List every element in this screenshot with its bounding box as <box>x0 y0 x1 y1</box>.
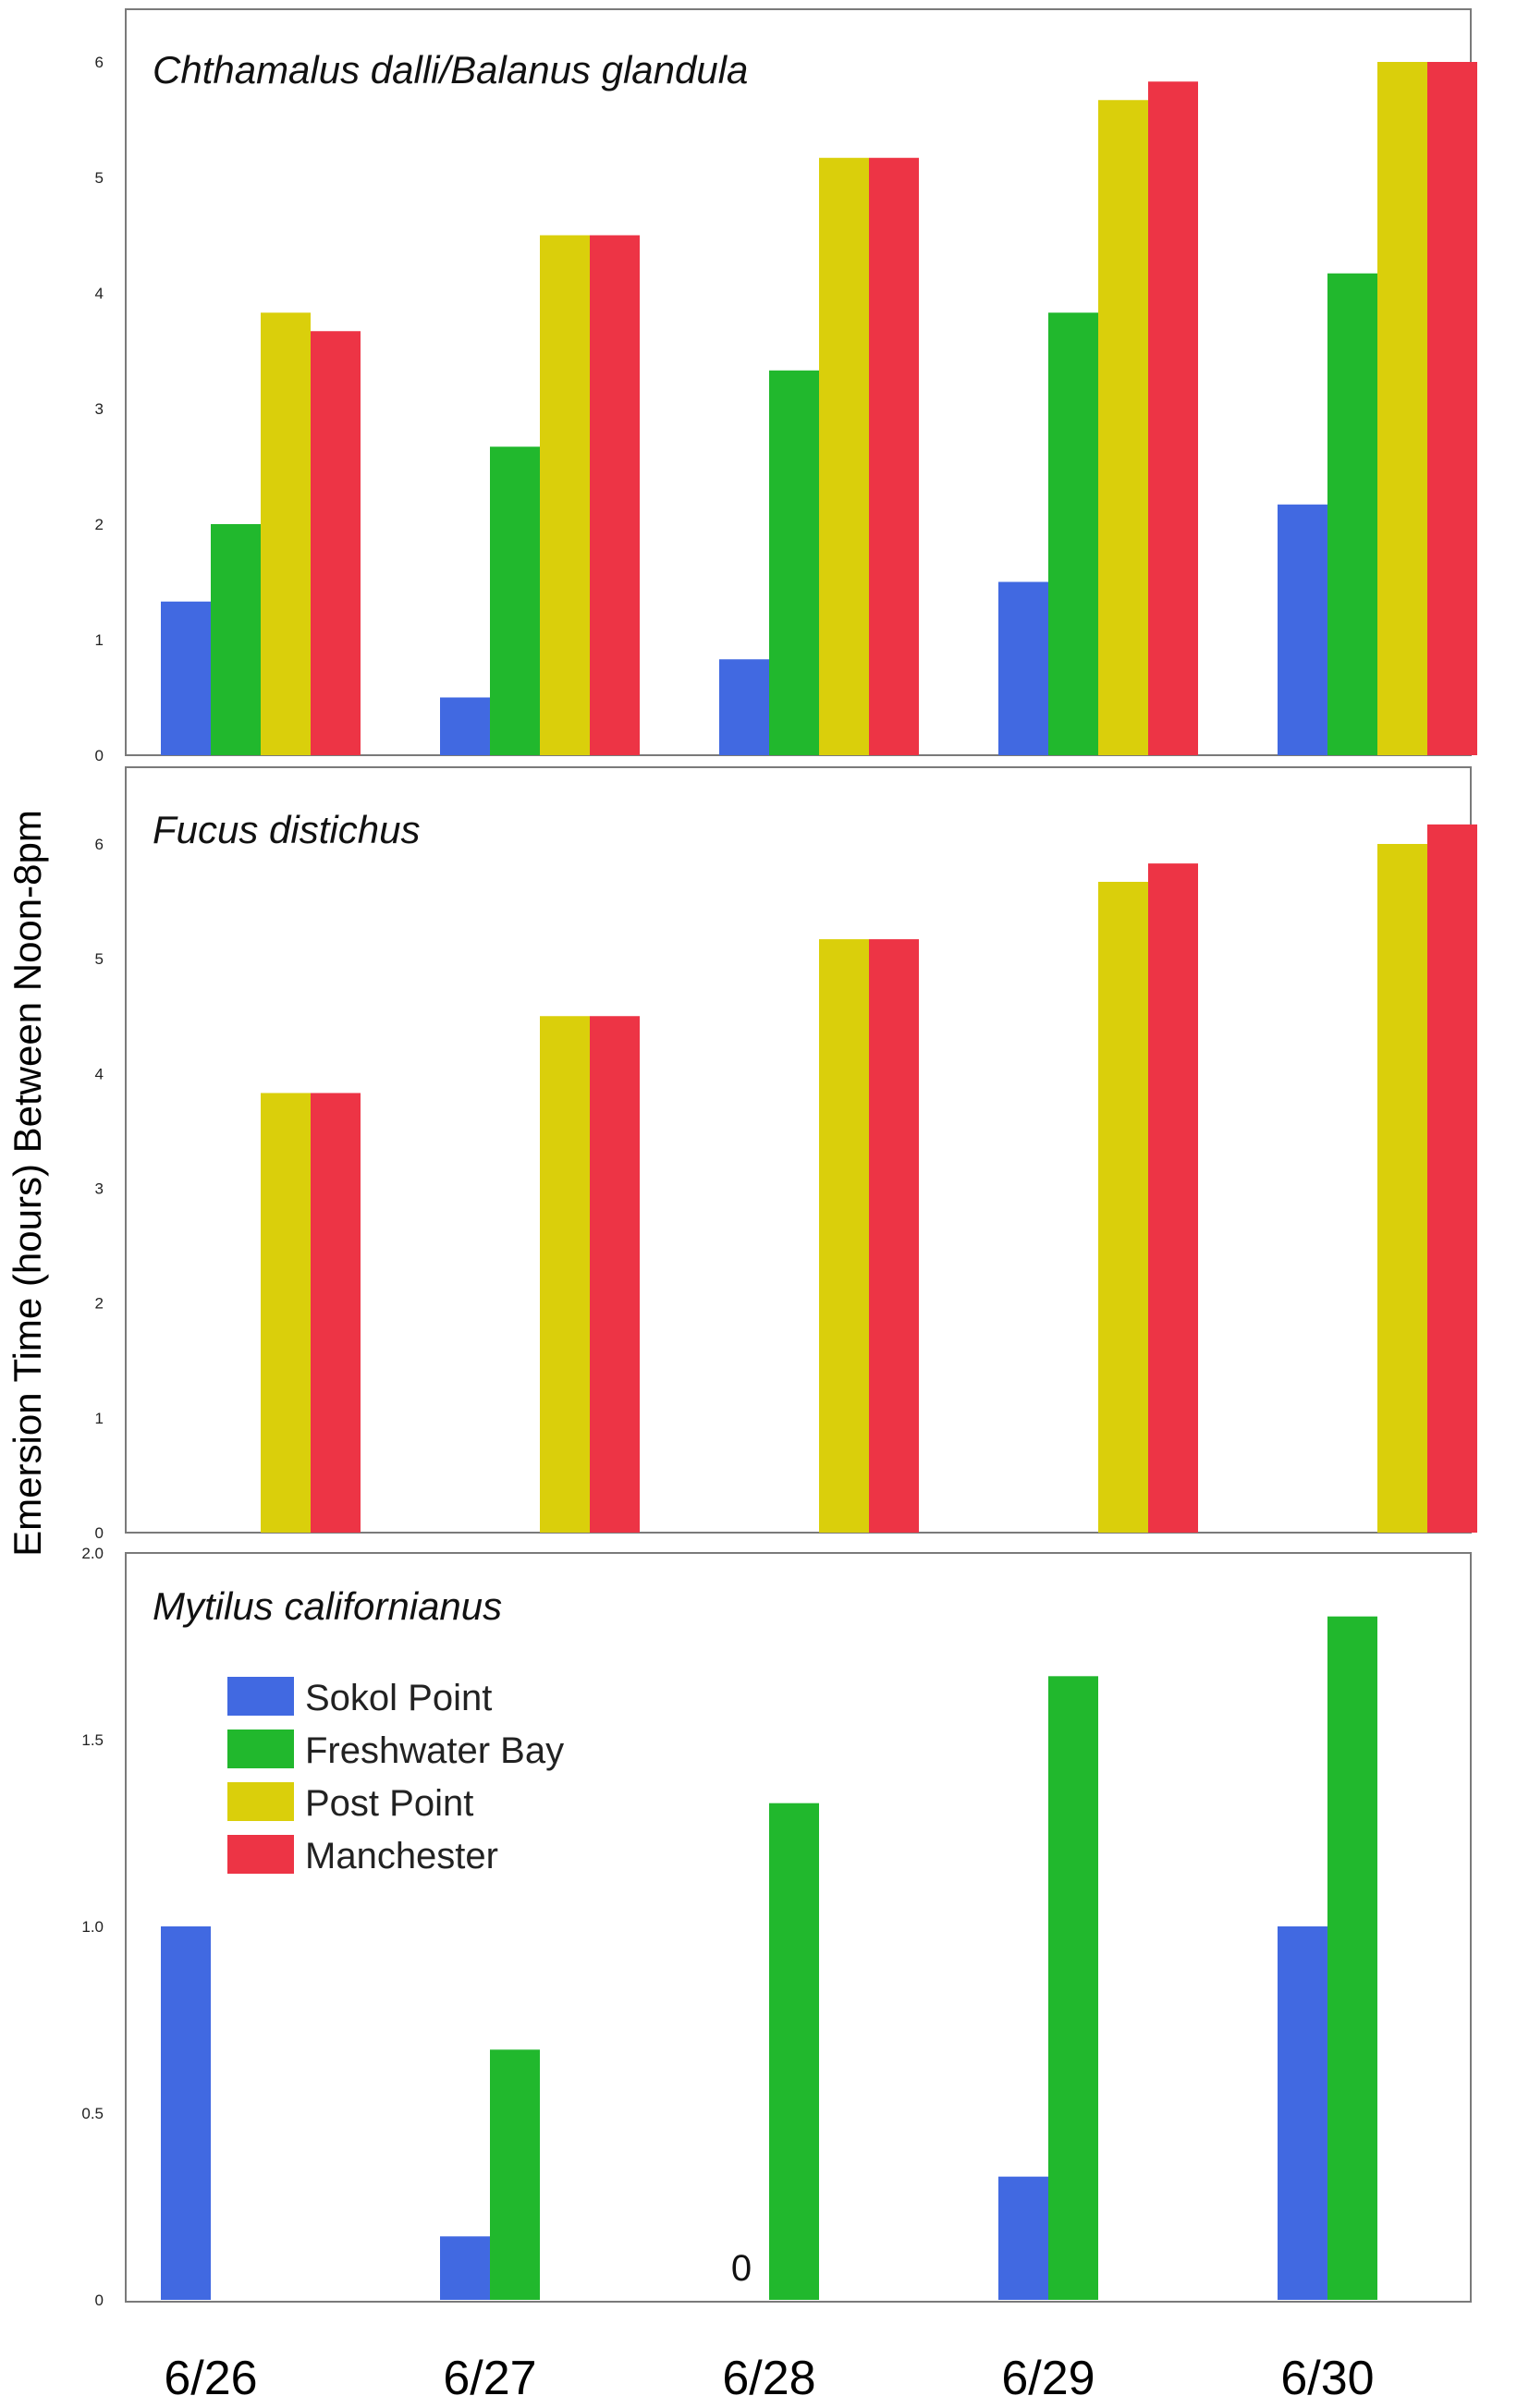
bar-post-point-6-28 <box>819 157 869 755</box>
bar-post-point-6-26 <box>261 1093 311 1533</box>
y-tick-label: 0 <box>95 747 104 764</box>
panel-3-title: Mytilus californianus <box>153 1584 502 1628</box>
bar-sokol-point-6-29 <box>998 581 1048 755</box>
y-tick-label: 5 <box>95 950 104 968</box>
bar-freshwater-bay-6-27 <box>490 446 540 755</box>
legend: Sokol Point Freshwater Bay Post Point Ma… <box>227 1677 564 1876</box>
bar-sokol-point-6-28 <box>719 659 769 755</box>
bar-freshwater-bay-6-26 <box>211 524 261 755</box>
x-tick-label: 6/27 <box>443 2352 536 2405</box>
y-tick-label: 1.0 <box>81 1918 104 1936</box>
bar-manchester-6-27 <box>590 235 640 755</box>
bar-sokol-point-6-26 <box>161 601 211 755</box>
legend-label: Sokol Point <box>305 1678 492 1718</box>
bar-manchester-6-29 <box>1148 863 1198 1533</box>
bar-freshwater-bay-6-29 <box>1048 312 1098 755</box>
legend-swatch-freshwater-bay <box>227 1730 294 1768</box>
x-tick-label: 6/29 <box>1001 2352 1095 2405</box>
bar-sokol-point-6-30 <box>1278 504 1327 755</box>
bar-freshwater-bay-6-27 <box>490 2049 540 2300</box>
bar-freshwater-bay-6-28 <box>769 370 819 755</box>
y-axis-label: Emersion Time (hours) Between Noon-8pm <box>6 810 49 1557</box>
bar-sokol-point-6-27 <box>440 2236 490 2300</box>
bar-post-point-6-27 <box>540 1016 590 1533</box>
bar-post-point-6-29 <box>1098 881 1148 1533</box>
y-tick-label: 4 <box>95 285 104 302</box>
y-tick-label: 6 <box>95 836 104 853</box>
y-tick-label: 0 <box>95 1524 104 1542</box>
zero-value-annotation: 0 <box>731 2248 752 2289</box>
bar-freshwater-bay-6-30 <box>1327 1616 1377 2300</box>
legend-label: Freshwater Bay <box>305 1730 564 1771</box>
y-tick-label: 2.0 <box>81 1545 104 1562</box>
bar-sokol-point-6-30 <box>1278 1926 1327 2300</box>
chart-marks: 0 1 2 3 4 5 6 0 1 2 3 4 5 6 0 0.5 1.0 1.5 2.0 <box>81 54 1477 2309</box>
x-tick-label: 6/30 <box>1280 2352 1374 2405</box>
bar-manchester-6-28 <box>869 939 919 1533</box>
bar-manchester-6-27 <box>590 1016 640 1533</box>
legend-label: Post Point <box>305 1783 473 1824</box>
bar-post-point-6-30 <box>1377 844 1427 1533</box>
bar-post-point-6-30 <box>1377 62 1427 755</box>
y-tick-label: 6 <box>95 54 104 71</box>
x-tick-label: 6/28 <box>722 2352 815 2405</box>
bar-manchester-6-30 <box>1427 824 1477 1533</box>
bar-freshwater-bay-6-28 <box>769 1803 819 2300</box>
bar-freshwater-bay-6-29 <box>1048 1676 1098 2300</box>
bar-sokol-point-6-29 <box>998 2176 1048 2300</box>
y-tick-label: 1.5 <box>81 1731 104 1749</box>
legend-label: Manchester <box>305 1836 498 1876</box>
legend-swatch-post-point <box>227 1782 294 1821</box>
y-tick-label: 5 <box>95 169 104 187</box>
bar-manchester-6-30 <box>1427 62 1477 755</box>
bar-sokol-point-6-27 <box>440 697 490 755</box>
bar-manchester-6-28 <box>869 157 919 755</box>
bar-sokol-point-6-26 <box>161 1926 211 2300</box>
bar-manchester-6-26 <box>311 1093 361 1533</box>
legend-swatch-sokol-point <box>227 1677 294 1716</box>
bar-post-point-6-27 <box>540 235 590 755</box>
bar-freshwater-bay-6-30 <box>1327 273 1377 755</box>
y-tick-label: 1 <box>95 1410 104 1427</box>
y-tick-label: 0 <box>95 2292 104 2309</box>
y-tick-label: 1 <box>95 631 104 649</box>
y-tick-label: 2 <box>95 1295 104 1313</box>
y-tick-label: 0.5 <box>81 2105 104 2122</box>
y-tick-label: 4 <box>95 1065 104 1082</box>
y-tick-label: 3 <box>95 1180 104 1198</box>
bar-post-point-6-28 <box>819 939 869 1533</box>
bar-post-point-6-26 <box>261 312 311 755</box>
panel-1-title: Chthamalus dalli/Balanus glandula <box>153 48 748 92</box>
legend-swatch-manchester <box>227 1835 294 1874</box>
x-tick-label: 6/26 <box>164 2352 257 2405</box>
panel-2-title: Fucus distichus <box>153 808 420 851</box>
y-tick-label: 2 <box>95 516 104 533</box>
bar-manchester-6-26 <box>311 331 361 755</box>
bar-manchester-6-29 <box>1148 81 1198 755</box>
y-tick-label: 3 <box>95 400 104 418</box>
bar-post-point-6-29 <box>1098 100 1148 755</box>
